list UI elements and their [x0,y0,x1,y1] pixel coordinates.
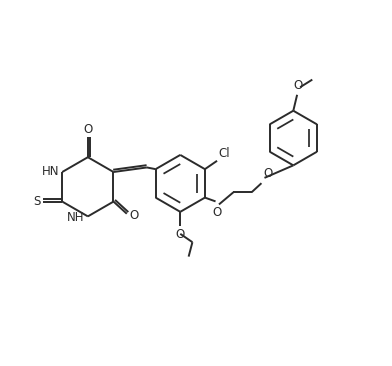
Text: O: O [293,79,303,92]
Text: Cl: Cl [218,147,230,160]
Text: O: O [263,167,272,180]
Text: O: O [213,206,222,219]
Text: O: O [176,228,185,241]
Text: O: O [83,123,93,136]
Text: O: O [129,209,139,222]
Text: NH: NH [67,211,85,224]
Text: S: S [33,195,40,208]
Text: HN: HN [42,165,59,178]
